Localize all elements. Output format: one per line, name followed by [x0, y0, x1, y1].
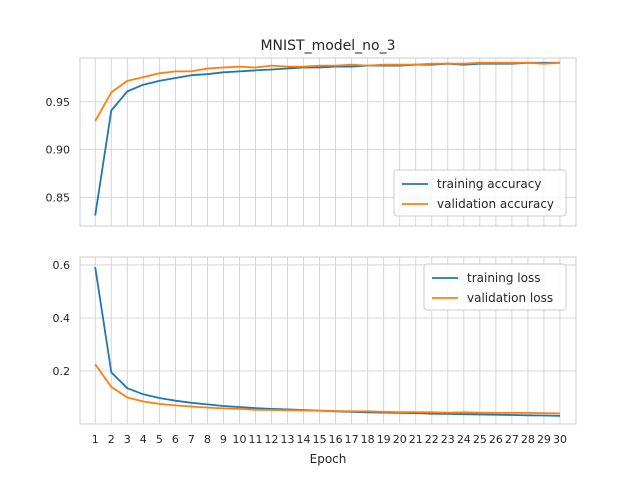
legend-label: validation accuracy — [437, 197, 554, 211]
legend-label: training loss — [467, 271, 540, 285]
x-tick-label: 16 — [329, 433, 343, 446]
x-tick-label: 10 — [232, 433, 246, 446]
x-tick-label: 3 — [124, 433, 131, 446]
legend-label: training accuracy — [437, 177, 541, 191]
x-tick-label: 24 — [457, 433, 471, 446]
x-tick-label: 15 — [313, 433, 327, 446]
legend: training accuracy validation accuracy — [393, 169, 567, 217]
y-tick-label: 0.95 — [46, 96, 71, 109]
x-tick-label: 5 — [156, 433, 163, 446]
x-tick-label: 19 — [377, 433, 391, 446]
x-tick-label: 4 — [140, 433, 147, 446]
x-tick-label: 29 — [537, 433, 551, 446]
y-tick-label: 0.4 — [53, 312, 71, 325]
x-tick-label: 6 — [172, 433, 179, 446]
x-tick-label: 23 — [441, 433, 455, 446]
x-tick-label: 17 — [345, 433, 359, 446]
x-axis-label: Epoch — [310, 452, 347, 466]
legend-label: validation loss — [467, 291, 553, 305]
series-line-validation-accuracy — [94, 61, 561, 122]
x-tick-label: 14 — [297, 433, 311, 446]
legend-box — [393, 169, 567, 217]
x-tick-label: 21 — [409, 433, 423, 446]
plot-frame — [79, 256, 577, 425]
series-line-validation-loss — [94, 363, 561, 415]
x-tick-label: 7 — [188, 433, 195, 446]
x-tick-label: 13 — [281, 433, 295, 446]
x-tick-label: 30 — [553, 433, 567, 446]
x-tick-label: 1 — [92, 433, 99, 446]
y-tick-label: 0.90 — [46, 144, 71, 157]
y-tick-label: 0.2 — [53, 365, 71, 378]
x-tick-label: 2 — [108, 433, 115, 446]
x-tick-label: 25 — [473, 433, 487, 446]
legend: training loss validation loss — [423, 263, 567, 311]
y-tick-label: 0.6 — [53, 259, 71, 272]
legend-box — [423, 263, 567, 311]
x-tick-label: 11 — [248, 433, 262, 446]
x-tick-label: 18 — [361, 433, 375, 446]
x-tick-label: 28 — [521, 433, 535, 446]
accuracy-panel: 0.85 0.90 0.95 training accuracy validation … — [46, 57, 577, 227]
x-tick-label: 9 — [220, 433, 227, 446]
y-tick-label: 0.85 — [46, 191, 71, 204]
x-tick-label: 27 — [505, 433, 519, 446]
x-tick-label: 26 — [489, 433, 503, 446]
x-tick-label: 12 — [265, 433, 279, 446]
x-tick-label: 20 — [393, 433, 407, 446]
loss-panel: 0.20.40.61 2 3 4 5 6 7 8 9 10 11 12 13 14 15 16 17 18 19 20… — [53, 256, 577, 446]
chart-title: MNIST_model_no_3 — [260, 38, 395, 54]
x-tick-label: 8 — [204, 433, 211, 446]
plot-frame — [79, 57, 577, 227]
x-tick-label: 22 — [425, 433, 439, 446]
